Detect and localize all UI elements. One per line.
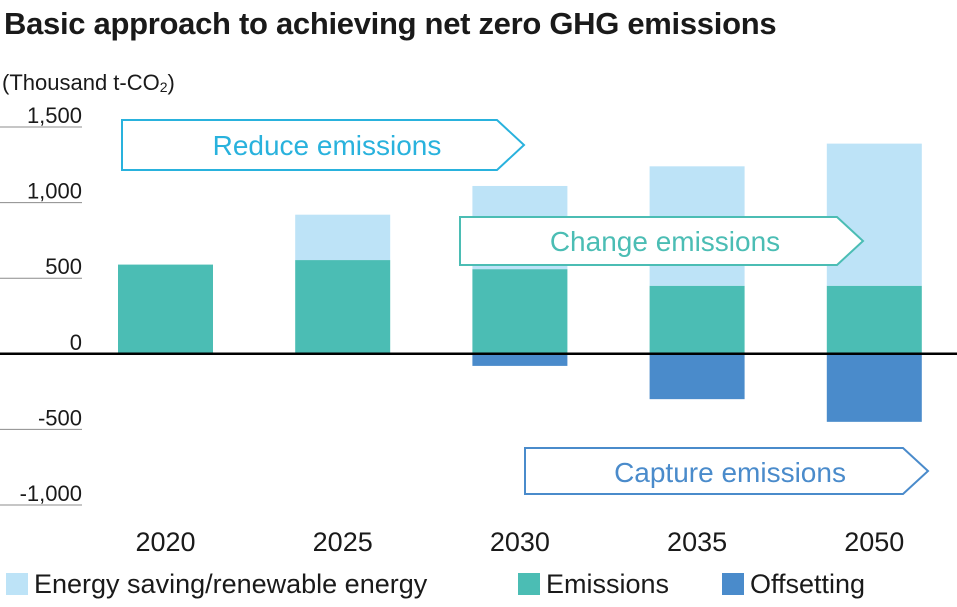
bar-saving-2050: [826, 143, 922, 286]
chart-title: Basic approach to achieving net zero GHG…: [4, 6, 777, 41]
y-tick-label: -500: [38, 405, 82, 430]
bar-offsetting-2035: [649, 353, 745, 400]
unit-close: ): [167, 70, 175, 95]
x-category-label: 2030: [490, 527, 550, 557]
x-category-labels: 2020 2025 2030 2035 2050: [135, 527, 904, 557]
bar-emissions-2025: [295, 260, 391, 354]
bars: [118, 143, 922, 422]
bar-emissions-2020: [118, 264, 213, 354]
x-category-label: 2050: [844, 527, 904, 557]
unit-text: (Thousand t-CO: [2, 70, 160, 95]
y-axis-unit-label: (Thousand t-CO2): [2, 70, 175, 96]
x-category-label: 2035: [667, 527, 727, 557]
bar-offsetting-2050: [826, 353, 922, 422]
legend-swatch-saving: [6, 573, 28, 595]
change-emissions-arrow: Change emissions: [459, 216, 865, 266]
capture-emissions-label: Capture emissions: [614, 457, 846, 488]
stacked-bar-chart: 1,500 1,000 500 0 -500 -1,000 2020 2025 2030 203…: [0, 103, 957, 557]
bar-offsetting-2030: [472, 353, 568, 366]
reduce-emissions-arrow: Reduce emissions: [121, 119, 526, 171]
legend-item-saving: Energy saving/renewable energy: [6, 566, 427, 602]
bar-saving-2025: [295, 214, 391, 261]
legend-item-offsetting: Offsetting: [722, 566, 865, 602]
y-tick-label: 500: [45, 254, 82, 279]
legend-swatch-offsetting: [722, 573, 744, 595]
reduce-emissions-label: Reduce emissions: [213, 130, 442, 161]
x-category-label: 2025: [313, 527, 373, 557]
legend-item-emissions: Emissions: [518, 566, 669, 602]
y-tick-label: -1,000: [20, 481, 82, 506]
bar-emissions-2030: [472, 269, 568, 354]
y-tick-label: 0: [70, 330, 82, 355]
bar-emissions-2050: [826, 285, 922, 354]
unit-subscript: 2: [159, 79, 168, 95]
y-tick-labels: 1,500 1,000 500 0 -500 -1,000: [20, 103, 82, 506]
reduce-arrow-shape: [121, 119, 526, 171]
gridlines: [0, 126, 82, 506]
y-tick-label: 1,500: [27, 103, 82, 128]
legend-label-emissions: Emissions: [546, 568, 670, 599]
change-arrow-shape: [459, 216, 865, 266]
capture-emissions-arrow: Capture emissions: [524, 447, 930, 495]
change-emissions-label: Change emissions: [550, 226, 780, 257]
legend-swatch-emissions: [518, 573, 540, 595]
legend-label-offsetting: Offsetting: [750, 568, 866, 599]
x-category-label: 2020: [135, 527, 195, 557]
y-tick-label: 1,000: [27, 179, 82, 204]
capture-arrow-shape: [524, 447, 930, 495]
bar-emissions-2035: [649, 285, 745, 354]
legend-label-saving: Energy saving/renewable energy: [34, 568, 428, 599]
